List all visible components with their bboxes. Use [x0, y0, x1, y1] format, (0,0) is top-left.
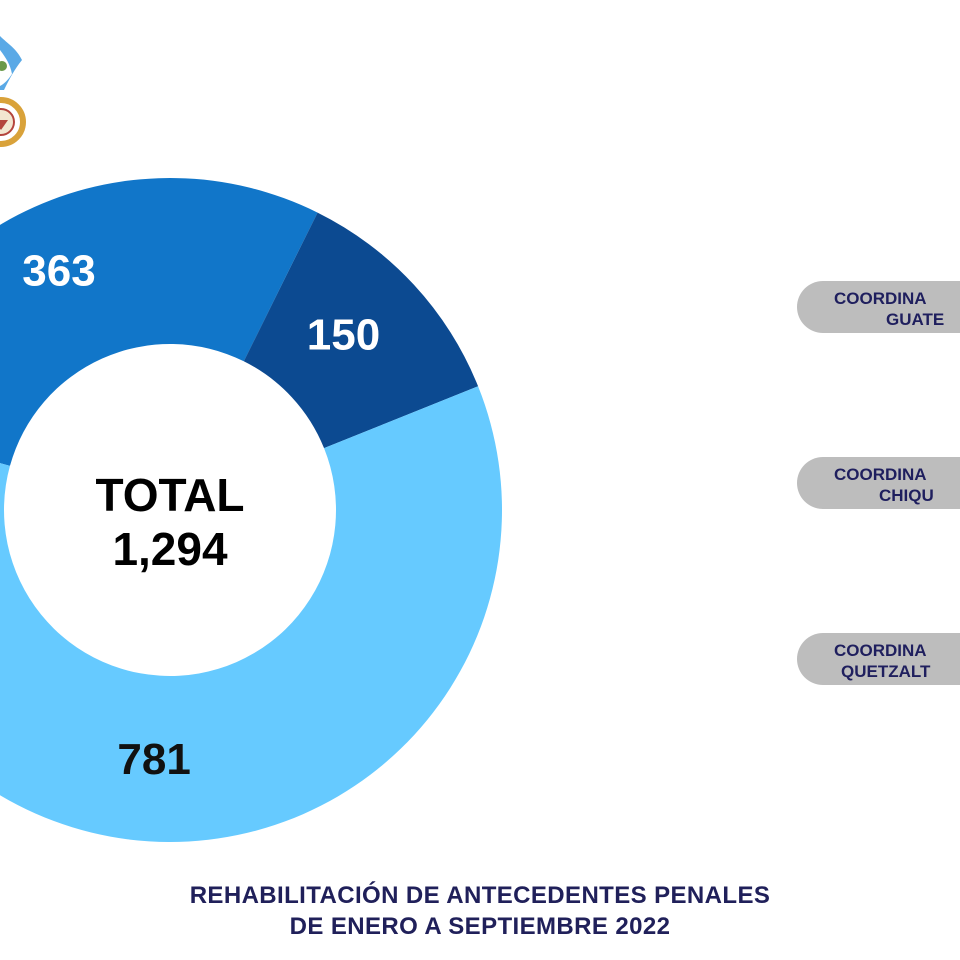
legend-item-chiquimula: COORDINA CHIQU [797, 457, 960, 509]
legend-label-line1: COORDINA [834, 289, 927, 308]
donut-slice-coordinacion-quetzaltenango [0, 386, 502, 842]
data-label-coordinacion-chiquimula: 150 [307, 310, 380, 359]
donut-slice-coordinacion-chiquimula [243, 212, 479, 449]
legend-label-line1: COORDINA [834, 641, 927, 660]
chart-title-line2: DE ENERO A SEPTIEMBRE 2022 [289, 913, 671, 940]
legend-label-line1: COORDINA [834, 465, 927, 484]
institutional-seal-with-flag-icon [0, 36, 26, 147]
legend-label-line2: QUETZALT [841, 662, 931, 681]
chart-title-line1: REHABILITACIÓN DE ANTECEDENTES PENALES [189, 882, 771, 909]
legend-item-quetzaltenango: COORDINA QUETZALT [797, 633, 960, 685]
chart-title: REHABILITACIÓN DE ANTECEDENTES PENALES D… [0, 880, 960, 942]
legend-item-guatemala: COORDINA GUATE [797, 281, 960, 333]
center-total-value: 1,294 [112, 523, 228, 575]
legend-label-line2: CHIQU [879, 486, 934, 505]
center-total-label: TOTAL [95, 469, 244, 521]
legend-label-line2: GUATE [886, 310, 945, 329]
donut-slice-coordinacion-guatemala [0, 178, 318, 466]
data-label-coordinacion-quetzaltenango: 781 [117, 735, 190, 784]
data-label-coordinacion-guatemala: 363 [22, 246, 95, 295]
